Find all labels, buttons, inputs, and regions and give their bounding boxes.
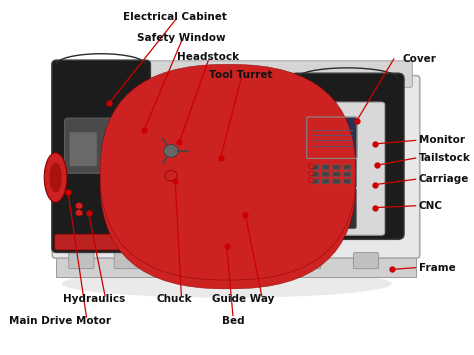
FancyBboxPatch shape (308, 158, 356, 188)
FancyBboxPatch shape (143, 219, 300, 240)
FancyBboxPatch shape (344, 172, 351, 177)
FancyBboxPatch shape (311, 165, 319, 170)
FancyBboxPatch shape (197, 148, 225, 159)
FancyBboxPatch shape (69, 252, 94, 269)
FancyBboxPatch shape (64, 118, 131, 173)
Circle shape (164, 144, 179, 157)
Circle shape (309, 178, 314, 183)
FancyBboxPatch shape (333, 179, 340, 184)
FancyBboxPatch shape (176, 252, 201, 269)
FancyBboxPatch shape (322, 165, 329, 170)
Text: Electrical Cabinet: Electrical Cabinet (123, 12, 227, 22)
Text: Headstock: Headstock (177, 52, 239, 62)
Circle shape (165, 170, 177, 181)
FancyBboxPatch shape (52, 60, 150, 252)
Text: Guide Way: Guide Way (212, 295, 274, 305)
FancyBboxPatch shape (70, 132, 97, 166)
FancyBboxPatch shape (141, 98, 189, 208)
Circle shape (154, 136, 188, 166)
Circle shape (144, 128, 198, 174)
FancyBboxPatch shape (344, 165, 351, 170)
FancyBboxPatch shape (100, 64, 356, 280)
FancyBboxPatch shape (291, 73, 404, 239)
Text: Frame: Frame (419, 263, 455, 273)
Text: Carriage: Carriage (419, 174, 469, 184)
Ellipse shape (62, 269, 392, 298)
Text: Safety Window: Safety Window (137, 33, 226, 43)
FancyBboxPatch shape (238, 252, 263, 269)
Text: Bed: Bed (222, 316, 244, 326)
Circle shape (75, 210, 83, 216)
FancyBboxPatch shape (353, 252, 379, 269)
FancyBboxPatch shape (143, 236, 300, 256)
FancyBboxPatch shape (333, 165, 340, 170)
FancyBboxPatch shape (100, 73, 356, 289)
Text: Tailstock: Tailstock (419, 153, 470, 163)
FancyBboxPatch shape (140, 84, 301, 243)
FancyBboxPatch shape (308, 189, 356, 228)
Polygon shape (55, 248, 417, 277)
Ellipse shape (44, 153, 67, 202)
FancyBboxPatch shape (60, 61, 412, 87)
FancyBboxPatch shape (296, 252, 321, 269)
Circle shape (309, 171, 314, 176)
Circle shape (75, 203, 83, 209)
Text: CNC: CNC (419, 201, 443, 211)
Text: Main Drive Motor: Main Drive Motor (9, 316, 111, 326)
FancyBboxPatch shape (114, 252, 139, 269)
Text: Cover: Cover (402, 54, 436, 64)
FancyBboxPatch shape (302, 102, 385, 235)
Text: Chuck: Chuck (156, 295, 191, 305)
FancyBboxPatch shape (344, 179, 351, 184)
Text: Tool Turret: Tool Turret (210, 70, 273, 80)
Ellipse shape (231, 161, 247, 180)
FancyBboxPatch shape (311, 172, 319, 177)
Text: Hydraulics: Hydraulics (64, 295, 126, 305)
FancyBboxPatch shape (55, 234, 147, 250)
Text: Monitor: Monitor (419, 135, 465, 145)
FancyBboxPatch shape (192, 150, 230, 196)
Circle shape (309, 164, 314, 169)
FancyBboxPatch shape (52, 76, 420, 258)
FancyBboxPatch shape (307, 118, 356, 158)
FancyBboxPatch shape (311, 179, 319, 184)
FancyBboxPatch shape (322, 179, 329, 184)
FancyBboxPatch shape (333, 172, 340, 177)
Ellipse shape (49, 163, 62, 192)
FancyBboxPatch shape (322, 172, 329, 177)
